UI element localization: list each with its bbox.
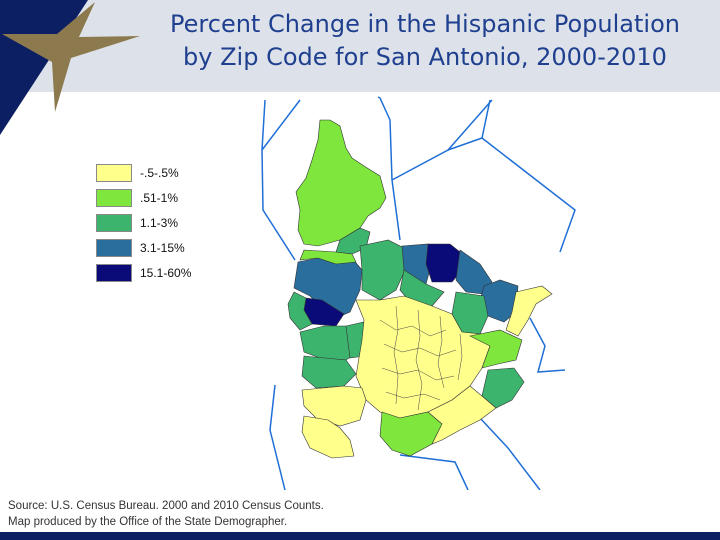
legend-item: 3.1-15% — [96, 235, 191, 260]
county-boundary — [261, 99, 296, 261]
legend-item: 15.1-60% — [96, 260, 191, 285]
zip-area — [469, 329, 523, 369]
legend-item: 1.1-3% — [96, 210, 191, 235]
map-legend: -.5-.5% .51-1% 1.1-3% 3.1-15% 15.1-60% — [96, 160, 191, 285]
star-logo-icon — [0, 0, 140, 135]
page-title: Percent Change in the Hispanic Populatio… — [130, 8, 720, 74]
county-boundary — [261, 99, 301, 151]
legend-swatch — [96, 213, 132, 232]
county-boundary — [479, 417, 541, 490]
zip-boundary — [379, 319, 447, 337]
zip-boundary — [457, 333, 463, 381]
county-boundary — [377, 96, 401, 241]
county-boundary — [481, 99, 491, 139]
legend-swatch — [96, 263, 132, 282]
legend-swatch — [96, 163, 132, 182]
zip-boundary — [385, 391, 441, 401]
zip-areas — [287, 119, 553, 459]
zip-boundary — [393, 305, 399, 405]
zip-area — [359, 239, 407, 301]
zip-boundary — [415, 309, 423, 411]
title-line-2: by Zip Code for San Antonio, 2000-2010 — [183, 43, 667, 71]
county-boundary — [529, 317, 566, 373]
zip-area — [427, 385, 497, 445]
county-boundary — [447, 137, 576, 253]
legend-item: .51-1% — [96, 185, 191, 210]
source-line-1: Source: U.S. Census Bureau. 2000 and 201… — [8, 500, 324, 512]
legend-swatch — [96, 188, 132, 207]
zip-area — [301, 385, 367, 427]
zip-area — [287, 291, 313, 331]
legend-label: 1.1-3% — [140, 215, 179, 230]
legend-label: .51-1% — [140, 190, 179, 205]
zip-area — [301, 415, 355, 459]
title-line-1: Percent Change in the Hispanic Populatio… — [170, 10, 680, 38]
legend-label: 3.1-15% — [140, 240, 185, 255]
county-boundary — [269, 384, 286, 490]
zip-boundary — [381, 367, 455, 381]
source-line-2: Map produced by the Office of the State … — [8, 516, 288, 528]
zip-inner-boundaries — [379, 305, 463, 411]
footer-bar — [0, 532, 720, 540]
zip-area — [379, 411, 443, 457]
zip-area — [295, 119, 387, 247]
zip-boundary — [383, 343, 457, 357]
legend-label: 15.1-60% — [140, 265, 192, 280]
header-band — [0, 0, 720, 92]
county-boundaries — [261, 96, 576, 490]
legend-item: -.5-.5% — [96, 160, 191, 185]
source-note: Source: U.S. Census Bureau. 2000 and 201… — [8, 498, 324, 530]
county-boundary — [399, 454, 469, 490]
zip-code-map — [261, 96, 576, 490]
zip-area — [301, 355, 357, 389]
legend-label: -.5-.5% — [140, 165, 179, 180]
zip-boundary — [437, 315, 445, 389]
zip-area — [505, 285, 553, 337]
legend-swatch — [96, 238, 132, 257]
zip-area — [299, 249, 357, 265]
